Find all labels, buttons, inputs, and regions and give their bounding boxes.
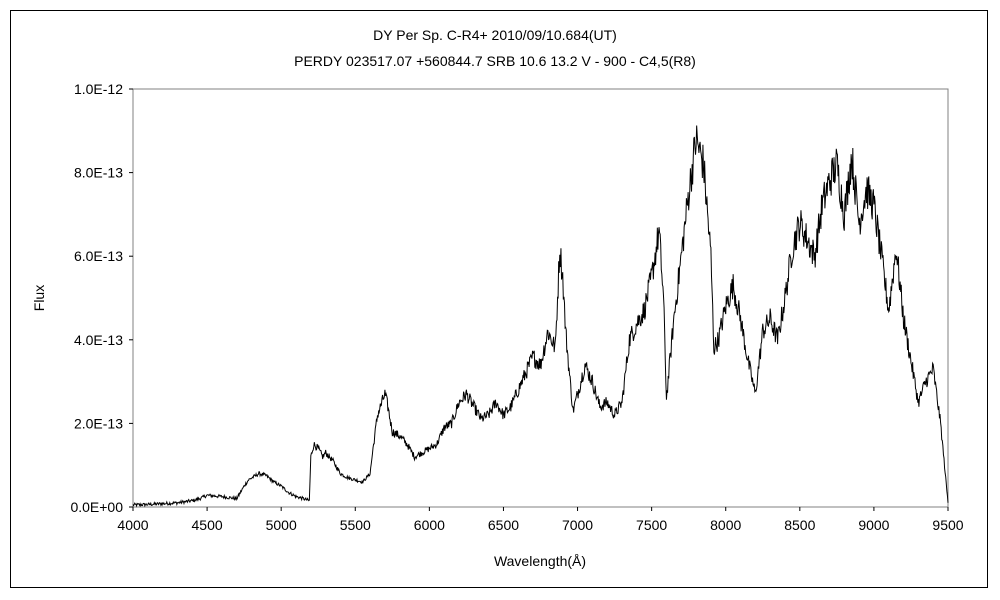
x-tick-label: 6500 — [488, 517, 519, 533]
chart-subtitle: PERDY 023517.07 +560844.7 SRB 10.6 13.2 … — [294, 53, 696, 69]
plot-area — [132, 88, 949, 508]
y-axis: 0.0E+00 2.0E-13 4.0E-13 6.0E-13 8.0E-13 1.0E-… — [70, 81, 133, 515]
x-tick-label: 5500 — [340, 517, 371, 533]
y-tick-label: 1.0E-12 — [74, 81, 123, 97]
chart-title: DY Per Sp. C-R4+ 2010/09/10.684(UT) — [373, 27, 617, 43]
x-tick-label: 5000 — [266, 517, 297, 533]
y-tick-label: 8.0E-13 — [74, 165, 123, 181]
series-layer — [132, 125, 949, 508]
series-line — [132, 125, 949, 508]
x-tick-label: 8000 — [710, 517, 741, 533]
x-tick-label: 8500 — [784, 517, 815, 533]
x-tick-label: 7000 — [562, 517, 593, 533]
y-tick-label: 6.0E-13 — [74, 248, 123, 264]
x-tick-label: 6000 — [414, 517, 445, 533]
x-tick-label: 7500 — [636, 517, 667, 533]
x-tick-label: 9500 — [932, 517, 963, 533]
x-tick-label: 4500 — [192, 517, 223, 533]
y-tick-label: 0.0E+00 — [70, 499, 123, 515]
y-axis-label: Flux — [31, 285, 47, 311]
y-tick-label: 4.0E-13 — [74, 332, 123, 348]
x-tick-label: 9000 — [858, 517, 889, 533]
y-tick-label: 2.0E-13 — [74, 415, 123, 431]
x-axis: 4000 4500 5000 5500 6000 6500 7000 7500 8000 8500… — [117, 507, 964, 533]
x-axis-label: Wavelength(Å) — [494, 553, 586, 569]
chart-frame — [10, 10, 988, 588]
x-tick-label: 4000 — [117, 517, 148, 533]
